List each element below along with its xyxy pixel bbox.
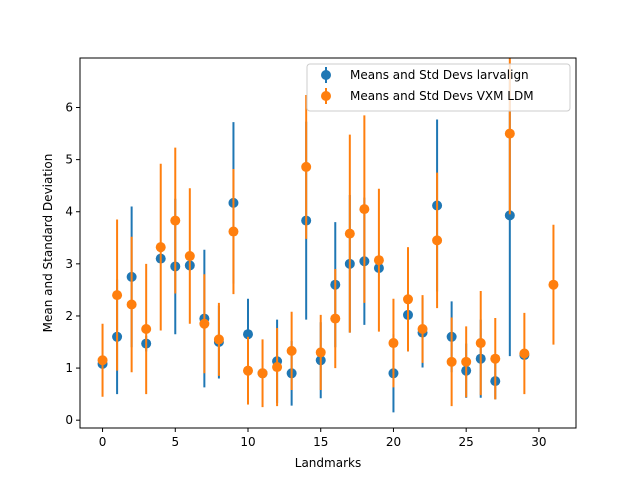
- y-tick-label: 0: [65, 413, 73, 427]
- y-tick-label: 5: [65, 153, 73, 167]
- data-point: [243, 365, 253, 376]
- data-point: [519, 348, 530, 359]
- y-axis: 0 1 2 3 4 5 6: [65, 101, 80, 427]
- data-point: [446, 356, 457, 367]
- x-axis-label: Landmarks: [295, 456, 361, 470]
- x-tick-label: 30: [531, 435, 546, 449]
- x-tick-label: 5: [171, 435, 179, 449]
- x-tick-label: 20: [386, 435, 401, 449]
- data-point: [126, 299, 137, 310]
- data-point: [461, 356, 472, 367]
- x-tick-label: 10: [240, 435, 255, 449]
- data-marks: [97, 58, 559, 413]
- data-point: [344, 228, 355, 239]
- x-tick-label: 0: [99, 435, 107, 449]
- data-point: [97, 355, 108, 366]
- data-point: [475, 338, 486, 349]
- data-point: [228, 226, 239, 237]
- data-point: [548, 279, 559, 290]
- data-point: [184, 251, 195, 262]
- y-tick-label: 2: [65, 309, 73, 323]
- data-point: [388, 338, 399, 349]
- y-tick-label: 1: [65, 361, 73, 375]
- data-point: [286, 345, 297, 356]
- data-point: [504, 128, 515, 139]
- data-point: [490, 353, 501, 364]
- series-1: [97, 58, 559, 408]
- x-tick-label: 15: [313, 435, 328, 449]
- y-tick-label: 4: [65, 205, 73, 219]
- data-point: [330, 313, 341, 324]
- data-point: [243, 329, 253, 340]
- legend-box: [306, 63, 571, 112]
- legend-marker-larvalign: [321, 70, 331, 80]
- legend-label-vxm-ldm: Means and Std Devs VXM LDM: [350, 89, 534, 103]
- data-point: [199, 318, 210, 329]
- y-axis-label: Mean and Standard Deviation: [41, 154, 55, 333]
- data-point: [315, 347, 326, 358]
- data-point: [170, 215, 181, 226]
- legend: Means and Std Devs larvalign Means and S…: [306, 63, 571, 112]
- data-point: [359, 204, 370, 215]
- data-point: [373, 255, 384, 266]
- data-point: [213, 334, 224, 345]
- y-tick-label: 6: [65, 101, 73, 115]
- legend-marker-vxm-ldm: [321, 91, 331, 101]
- data-point: [257, 368, 268, 379]
- x-axis: 0 5 10 15 20 25 30: [99, 428, 547, 449]
- legend-label-larvalign: Means and Std Devs larvalign: [350, 68, 529, 82]
- data-point: [301, 161, 312, 172]
- data-point: [112, 290, 123, 301]
- plot-area: [80, 58, 576, 428]
- plot-frame: [79, 57, 577, 429]
- x-tick-label: 25: [459, 435, 474, 449]
- data-point: [432, 235, 443, 246]
- data-point: [417, 323, 428, 334]
- data-point: [403, 294, 413, 305]
- data-point: [504, 210, 515, 221]
- y-tick-label: 3: [65, 257, 73, 271]
- data-point: [155, 242, 166, 253]
- data-point: [272, 362, 283, 373]
- data-point: [141, 323, 152, 334]
